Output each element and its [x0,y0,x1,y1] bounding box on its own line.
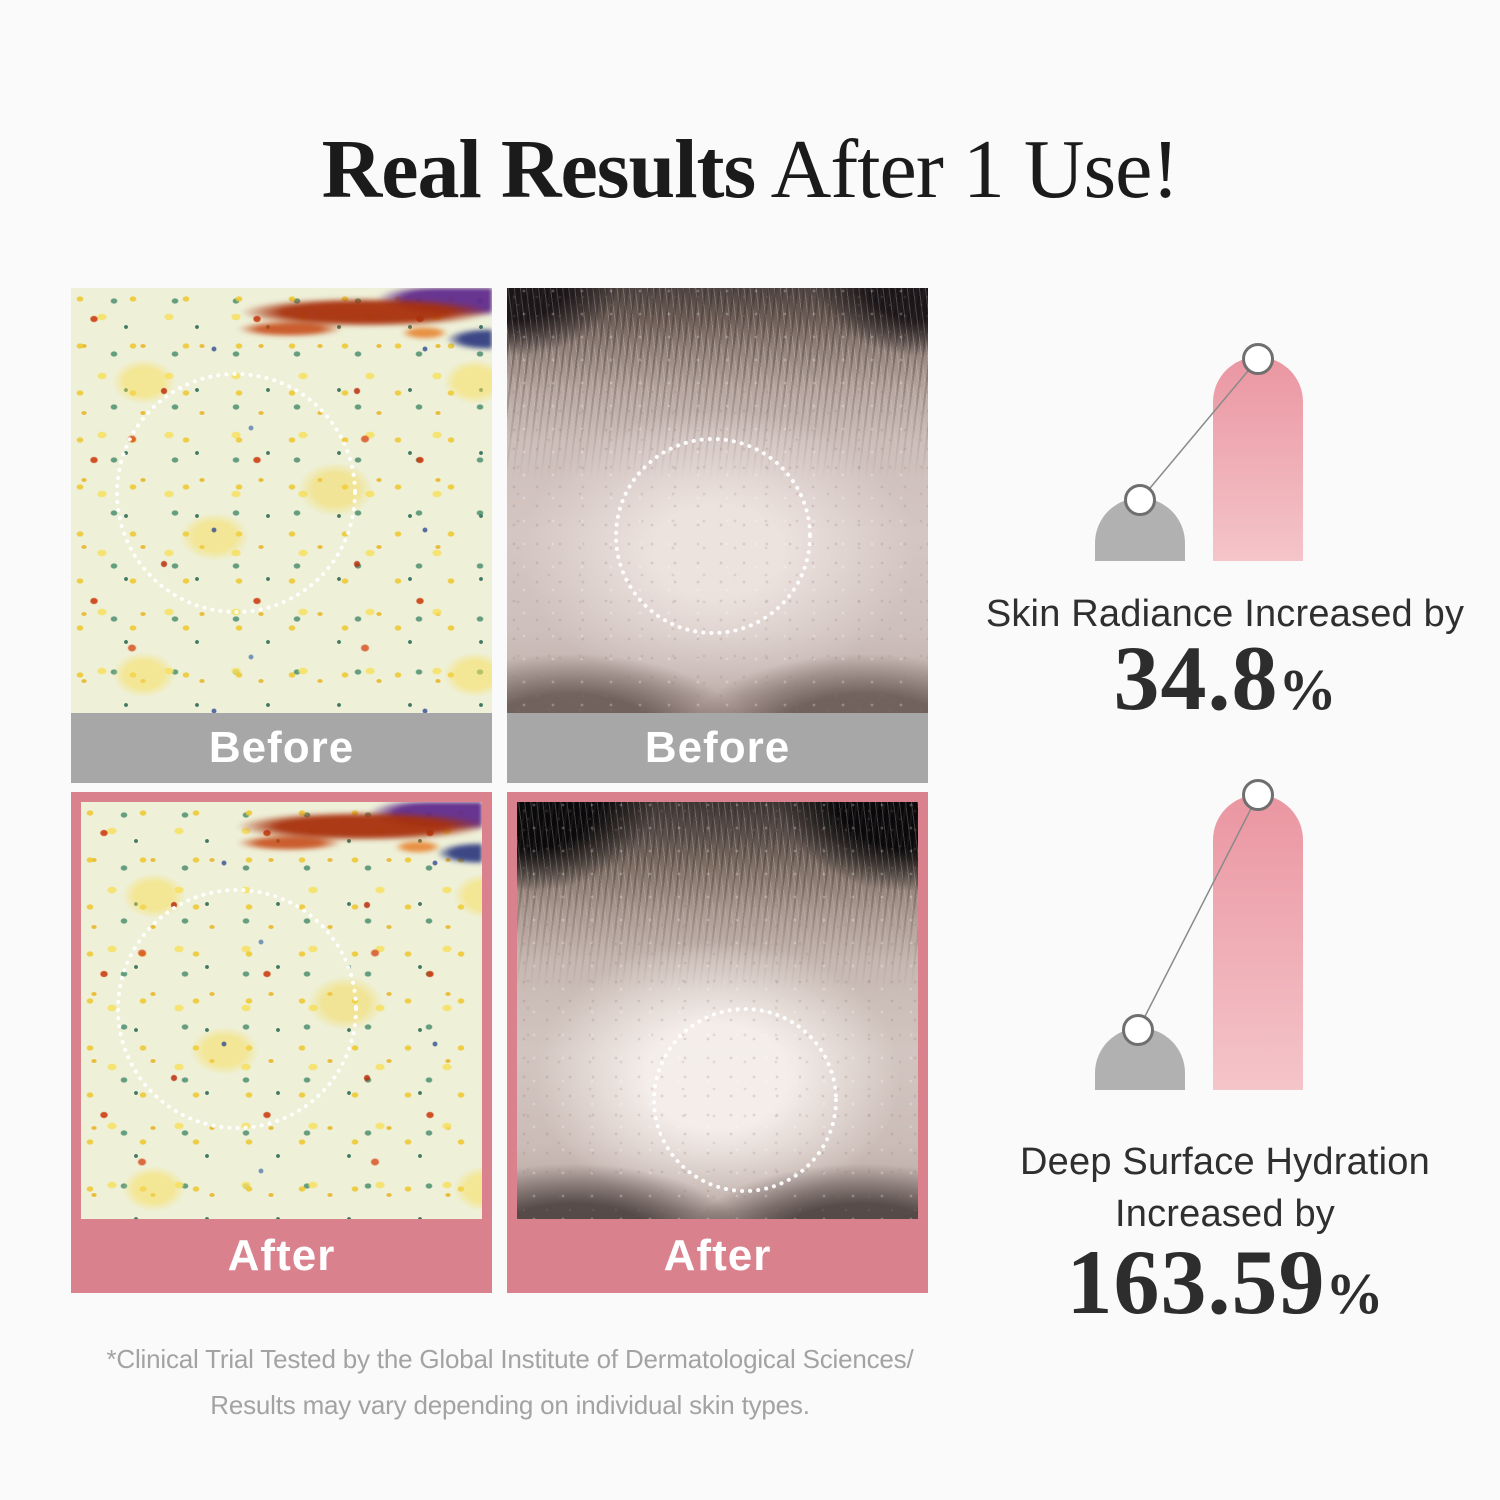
dotted-focus-circle-icon [652,1007,838,1193]
panel-skin-scan-after: After [71,792,492,1293]
skin-scan-before-image [71,288,492,713]
title-rest: After 1 Use! [755,123,1180,216]
dotted-focus-circle-icon [614,437,812,635]
forehead-after-image [517,802,918,1219]
hydration-stat-value: 163.59% [985,1232,1465,1359]
radiance-stat-value: 34.8% [985,628,1465,755]
stat-value-number: 34.8 [1113,627,1279,729]
hydration-after-bar [1213,795,1303,1090]
panel-forehead-after: After [507,792,928,1293]
radiance-chart [1060,343,1440,561]
stat-value-percent-sign: % [1325,1261,1384,1326]
stat-label-line: Deep Surface Hydration [1020,1141,1430,1183]
stat-label-line: Increased by [1115,1193,1335,1235]
dotted-focus-circle-icon [115,372,357,614]
disclaimer-line-1: *Clinical Trial Tested by the Global Ins… [106,1344,914,1374]
panel-label: Before [507,713,928,783]
stat-value-number: 163.59 [1066,1231,1326,1333]
radiance-before-marker-icon [1124,484,1156,516]
title-emphasis: Real Results [321,123,757,216]
stat-value-percent-sign: % [1278,657,1337,722]
hydration-after-marker-icon [1242,779,1274,811]
panel-label: Before [71,713,492,783]
radiance-stat-label: Skin Radiance Increased by [985,588,1465,640]
disclaimer: *Clinical Trial Tested by the Global Ins… [30,1336,990,1428]
hydration-chart [1060,779,1440,1090]
stat-label-line: Skin Radiance Increased by [985,593,1465,635]
radiance-after-bar [1213,357,1303,561]
forehead-before-image [507,288,928,713]
radiance-after-marker-icon [1242,343,1274,375]
panel-label: After [227,1231,336,1280]
skin-scan-after-image [81,802,482,1219]
page-title: Real Results After 1 Use! [0,118,1500,222]
panel-forehead-before: Before [507,288,928,783]
hydration-stat-label: Deep Surface Hydration Increased by [985,1136,1465,1240]
disclaimer-line-2: Results may vary depending on individual… [210,1390,810,1420]
hydration-before-marker-icon [1122,1014,1154,1046]
panel-label: After [663,1231,772,1280]
dotted-focus-circle-icon [116,888,358,1130]
panel-skin-scan-before: Before [71,288,492,783]
